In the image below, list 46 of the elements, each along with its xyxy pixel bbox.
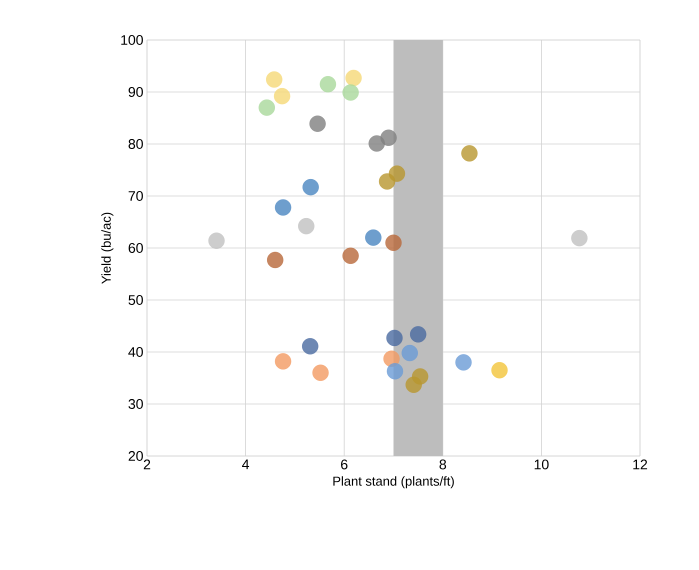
x-axis-title: Plant stand (plants/ft)	[333, 476, 454, 488]
point	[302, 178, 319, 196]
y-tick-label: 70	[128, 191, 143, 201]
point	[402, 344, 418, 362]
point	[491, 362, 508, 378]
point	[386, 363, 404, 380]
point	[312, 364, 329, 381]
x-tick-label: 2	[144, 460, 150, 470]
point	[298, 218, 314, 234]
point	[274, 353, 292, 370]
point	[320, 76, 336, 92]
y-axis-title: Yield (bu/ac)	[101, 212, 114, 284]
point	[365, 229, 382, 246]
y-tick-label: 20	[128, 451, 143, 461]
point	[378, 173, 396, 190]
point	[274, 199, 292, 216]
point	[274, 88, 290, 104]
y-tick-label: 90	[128, 87, 143, 97]
point	[302, 338, 318, 354]
x-tick-label: 10	[534, 460, 549, 470]
point	[208, 232, 225, 249]
point	[345, 70, 362, 86]
point	[410, 326, 426, 343]
y-tick-label: 50	[128, 295, 143, 305]
point	[258, 99, 275, 116]
y-tick-label: 60	[128, 243, 143, 253]
x-tick-label: 6	[341, 460, 348, 470]
x-tick-label: 8	[440, 460, 446, 470]
point	[342, 248, 359, 264]
point	[342, 84, 359, 101]
y-tick-label: 100	[121, 35, 143, 45]
y-tick-label: 80	[128, 139, 143, 149]
point	[455, 354, 472, 371]
point	[266, 252, 284, 268]
y-tick-label: 40	[128, 347, 143, 357]
point	[571, 230, 588, 246]
point	[406, 376, 422, 393]
point	[266, 71, 282, 88]
x-tick-label: 12	[633, 460, 648, 470]
y-tick-label: 30	[128, 399, 143, 409]
x-tick-label: 4	[242, 460, 250, 470]
point	[461, 145, 478, 162]
point	[385, 234, 402, 251]
point	[386, 330, 403, 346]
point	[309, 116, 326, 132]
point	[368, 135, 385, 152]
